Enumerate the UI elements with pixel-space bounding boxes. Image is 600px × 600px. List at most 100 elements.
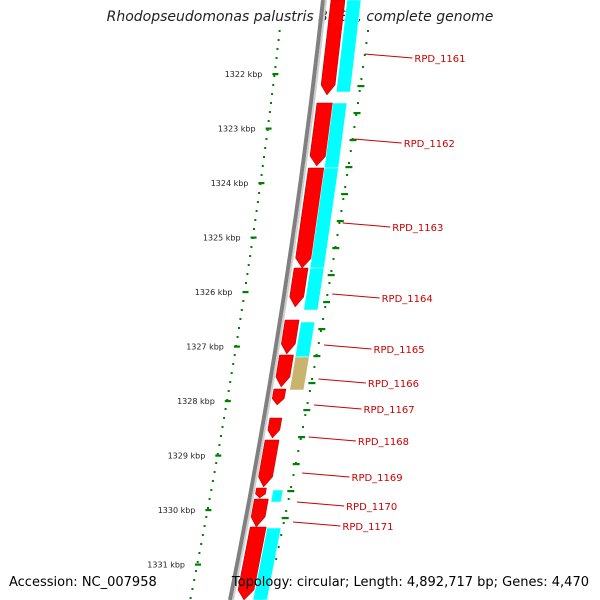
- ruler-dot: [246, 273, 249, 275]
- ruler-tick-label: 1326 kbp: [195, 288, 233, 297]
- outer-ruler-dot: [285, 510, 288, 512]
- ruler-tick-label: 1322 kbp: [225, 70, 263, 79]
- gene-label: RPD_1162: [404, 139, 455, 150]
- gene-arrow: [258, 439, 280, 488]
- gene-label: RPD_1161: [414, 54, 465, 65]
- ruler-dot: [271, 93, 274, 95]
- label-leader-line: [314, 404, 362, 410]
- outer-ruler-dot: [358, 90, 361, 92]
- outer-ruler-tick: [308, 382, 316, 385]
- ruler-dot: [201, 534, 204, 536]
- ruler-dot: [198, 552, 201, 554]
- ruler-dot: [218, 444, 221, 446]
- outer-ruler-dot: [344, 186, 347, 188]
- gene-arrow: [255, 487, 267, 499]
- outer-ruler-dot: [348, 162, 350, 164]
- map-title: Rhodopseudomonas palustris BisB5, comple…: [106, 9, 494, 25]
- gene-label: RPD_1164: [382, 294, 433, 305]
- ruler-dot: [265, 138, 268, 140]
- ruler-dot: [268, 111, 271, 113]
- outer-ruler-dot: [290, 486, 293, 488]
- backbone-line: [228, 0, 325, 600]
- outer-ruler-dot: [308, 390, 311, 392]
- outer-ruler-dot: [326, 294, 329, 296]
- backbone-shadow: [232, 0, 327, 600]
- gene-label: RPD_1169: [352, 473, 403, 484]
- ruler-tick-label: 1330 kbp: [158, 506, 196, 515]
- cyan-feature: [335, 0, 362, 93]
- feature-track: [237, 0, 362, 600]
- ruler-tick-label: 1328 kbp: [177, 397, 215, 406]
- gene-arrow: [309, 102, 334, 167]
- outer-ruler-tick: [353, 112, 361, 115]
- gene-label: RPD_1166: [368, 379, 419, 390]
- cyan-feature: [252, 527, 282, 600]
- label-leader-line: [296, 501, 345, 507]
- ruler-tick: [195, 563, 201, 566]
- ruler-dot: [267, 120, 270, 122]
- outer-ruler-dot: [355, 114, 358, 116]
- ruler-tick: [233, 345, 240, 348]
- ruler-dot: [232, 363, 235, 365]
- outer-ruler-dot: [338, 222, 341, 224]
- ruler-dot: [264, 147, 267, 149]
- outer-ruler-dot: [330, 270, 333, 272]
- outer-ruler-dot: [342, 198, 345, 200]
- ruler-dot: [210, 489, 213, 491]
- ruler-tick-label: 1331 kbp: [147, 561, 185, 570]
- ruler-dot: [213, 471, 216, 473]
- ruler-dot: [272, 84, 275, 86]
- outer-ruler-dot: [332, 258, 335, 260]
- outer-ruler-tick: [318, 328, 326, 331]
- ruler-tick: [258, 182, 265, 185]
- ruler-dot: [256, 201, 259, 203]
- outer-ruler-dot: [365, 42, 368, 44]
- gene-arrow: [250, 498, 269, 528]
- outer-ruler-dot: [349, 150, 352, 152]
- outer-ruler-dot: [324, 306, 327, 308]
- ruler-dot: [250, 246, 253, 248]
- outer-ruler-tick: [336, 220, 344, 223]
- gene-arrow: [237, 526, 267, 600]
- label-leader-line: [308, 436, 356, 442]
- ruler-dot: [249, 255, 252, 257]
- label-leader-line: [324, 344, 372, 350]
- ruler-dot: [203, 525, 206, 527]
- tan-feature: [289, 356, 310, 391]
- outer-ruler-dot: [317, 342, 320, 344]
- ruler-dot: [207, 507, 209, 509]
- outer-ruler-tick: [357, 85, 365, 88]
- ruler-dot: [261, 165, 264, 167]
- outer-ruler-tick: [292, 463, 300, 466]
- ruler-tick: [265, 127, 272, 130]
- gene-arrow: [275, 354, 294, 388]
- outer-ruler-tick: [345, 166, 353, 169]
- ruler-dot: [215, 462, 218, 464]
- ruler-dot: [233, 354, 236, 356]
- label-leader-line: [342, 222, 391, 228]
- outer-ruler-dot: [311, 378, 314, 380]
- outer-ruler-dot: [313, 366, 316, 368]
- outer-ruler-dot: [306, 402, 309, 404]
- outer-ruler-dot: [322, 318, 325, 320]
- ruler-dot: [230, 372, 233, 374]
- outer-ruler-dot: [360, 78, 363, 80]
- ruler-dot: [205, 516, 208, 518]
- ruler-dot: [276, 48, 279, 50]
- outer-ruler-tick: [281, 517, 289, 520]
- outer-ruler-tick: [327, 274, 335, 277]
- ruler-dot: [220, 435, 222, 437]
- ruler-dot: [229, 381, 232, 383]
- outer-ruler-dot: [282, 522, 285, 524]
- ruler-tick: [242, 291, 249, 294]
- ruler-dot: [194, 570, 197, 572]
- ruler-dot: [200, 543, 203, 545]
- outer-ruler-tick: [313, 355, 321, 358]
- outer-ruler-dot: [297, 450, 300, 452]
- outer-ruler-tick: [332, 247, 340, 250]
- label-leader-line: [302, 472, 350, 478]
- label-leader-line: [354, 138, 402, 144]
- ruler-tick: [205, 509, 212, 512]
- outer-ruler-dot: [336, 234, 339, 236]
